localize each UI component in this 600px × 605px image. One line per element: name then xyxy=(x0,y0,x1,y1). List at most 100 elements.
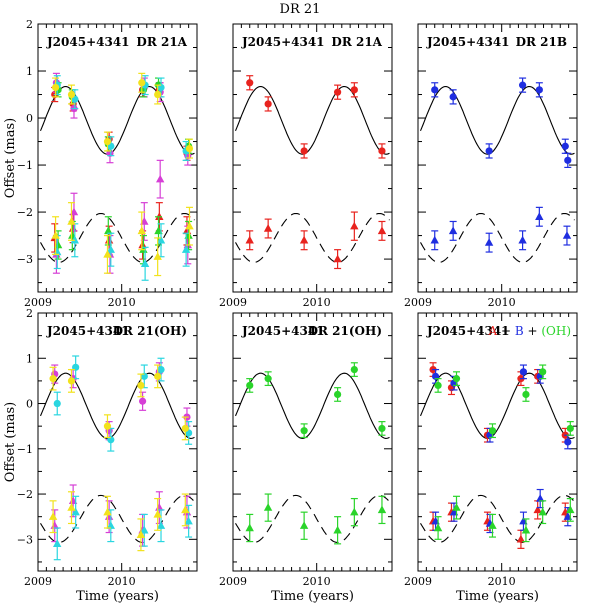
data-point xyxy=(185,221,194,230)
x-tick-label: 2010 xyxy=(108,575,136,588)
y-tick-label: 0 xyxy=(26,398,33,411)
data-point xyxy=(104,235,114,244)
data-point xyxy=(184,516,193,525)
panel-frame xyxy=(417,23,578,293)
combo-label-part: + xyxy=(497,324,511,338)
data-point xyxy=(521,525,531,534)
y-tick-label: 2 xyxy=(26,307,33,320)
x-tick-label: 2010 xyxy=(488,296,516,309)
data-point xyxy=(103,137,112,146)
data-point xyxy=(333,525,342,534)
data-point xyxy=(564,156,572,164)
data-point xyxy=(334,88,342,96)
data-point xyxy=(49,375,57,383)
data-point xyxy=(71,507,80,516)
target-label: DR 21(OH) xyxy=(113,324,187,338)
target-label: DR 21A xyxy=(136,35,187,49)
data-point xyxy=(485,147,493,155)
data-point xyxy=(136,530,146,538)
source-label: J2045+4341 xyxy=(46,35,130,49)
data-point xyxy=(484,238,494,246)
combo-label-part: (OH) xyxy=(538,324,571,338)
data-point xyxy=(67,217,76,225)
data-point xyxy=(518,235,527,244)
data-point xyxy=(155,212,164,220)
data-point xyxy=(245,523,254,532)
data-point xyxy=(377,226,387,235)
y-tick-label: 0 xyxy=(26,112,33,125)
data-point xyxy=(157,365,165,374)
model-curve-solid xyxy=(234,372,390,439)
source-label: J2045+4341 xyxy=(46,324,130,338)
x-axis-label: Time (years) xyxy=(456,589,539,604)
data-point xyxy=(181,424,189,433)
data-point xyxy=(154,372,162,380)
panel-frame xyxy=(37,23,198,293)
combo-label-part: + xyxy=(524,324,538,338)
x-tick-label: 2010 xyxy=(303,296,331,309)
target-label: DR 21A xyxy=(331,35,382,49)
data-point xyxy=(264,375,272,383)
combo-label: A + B + (OH) xyxy=(487,324,571,338)
data-point xyxy=(333,254,342,263)
data-point xyxy=(67,377,76,385)
data-point xyxy=(181,505,190,514)
data-point xyxy=(449,93,457,101)
data-point xyxy=(334,390,342,399)
data-point xyxy=(67,90,76,99)
x-axis-label: Time (years) xyxy=(76,589,159,604)
y-tick-label: 1 xyxy=(26,65,33,78)
source-label: J2045+4341 xyxy=(426,324,510,338)
data-point xyxy=(53,539,62,547)
y-axis-label: Offset (mas) xyxy=(3,402,18,483)
model-curve-solid xyxy=(39,372,195,439)
panel-frame xyxy=(37,312,198,572)
data-point xyxy=(103,507,112,516)
model-curve-dashed xyxy=(40,212,195,263)
data-point xyxy=(153,252,162,260)
data-point xyxy=(488,521,497,529)
x-tick-label: 2009 xyxy=(219,575,247,588)
y-tick-label: −1 xyxy=(17,443,33,456)
data-point xyxy=(566,424,574,433)
data-point xyxy=(519,368,528,376)
data-point xyxy=(104,226,113,235)
combo-label-part: A xyxy=(487,324,497,338)
x-axis-label: Time (years) xyxy=(271,589,354,604)
data-point xyxy=(350,86,358,94)
panel-top-left: 2009 2010 2 1 0 −1 −2 −3 Offset (mas) J2045+4341 D… xyxy=(3,18,198,309)
data-point xyxy=(103,422,112,430)
data-point xyxy=(522,390,530,399)
x-tick-label: 2010 xyxy=(303,575,331,588)
data-point xyxy=(519,81,527,89)
data-point xyxy=(430,235,439,244)
panel-frame xyxy=(232,312,393,572)
data-point xyxy=(53,399,61,408)
combo-label-part: B xyxy=(511,324,524,338)
y-tick-label: −3 xyxy=(17,253,33,266)
data-point xyxy=(106,521,115,529)
data-point xyxy=(246,79,254,87)
x-tick-label: 2009 xyxy=(219,296,247,309)
data-point xyxy=(181,245,191,253)
data-point xyxy=(539,368,547,376)
model-curve-dashed xyxy=(235,212,390,263)
data-point xyxy=(538,507,547,516)
data-point xyxy=(51,83,60,92)
model-curve-solid xyxy=(234,85,390,155)
data-point xyxy=(246,381,254,390)
model-curve-dashed xyxy=(235,494,390,544)
data-point xyxy=(350,221,359,230)
data-point xyxy=(564,438,572,446)
data-point xyxy=(264,100,272,108)
source-label: J2045+4341 xyxy=(241,35,325,49)
data-point xyxy=(448,226,458,235)
data-point xyxy=(153,509,162,518)
target-label: DR 21(OH) xyxy=(308,324,382,338)
model-curve-solid xyxy=(419,372,575,439)
y-tick-label: −2 xyxy=(17,206,33,219)
data-point xyxy=(434,381,442,390)
data-point xyxy=(185,144,194,153)
